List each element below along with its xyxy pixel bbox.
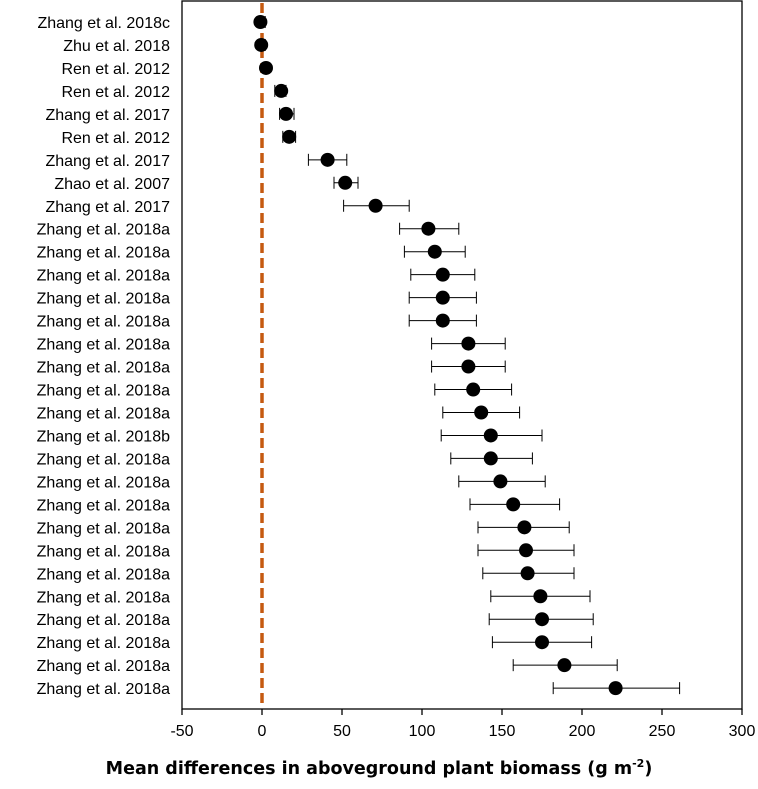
mean-point bbox=[535, 635, 549, 650]
mean-point bbox=[435, 290, 450, 305]
study-label: Zhang et al. 2018a bbox=[37, 612, 171, 629]
study-label: Zhang et al. 2018a bbox=[37, 658, 171, 675]
study-label: Zhang et al. 2018a bbox=[37, 543, 171, 560]
study-label: Zhang et al. 2018a bbox=[37, 405, 171, 422]
study-label: Zhu et al. 2018 bbox=[63, 38, 170, 55]
mean-point bbox=[519, 543, 533, 558]
error-bar-layer bbox=[256, 16, 681, 695]
mean-point bbox=[483, 428, 498, 443]
x-axis-title-superscript: -2 bbox=[632, 757, 645, 770]
study-label: Zhang et al. 2017 bbox=[45, 153, 170, 170]
mean-point bbox=[338, 175, 353, 190]
study-label: Zhao et al. 2007 bbox=[54, 176, 170, 193]
study-label: Zhang et al. 2018a bbox=[37, 222, 171, 239]
study-label: Zhang et al. 2018a bbox=[37, 291, 171, 308]
mean-point bbox=[493, 474, 508, 489]
mean-point bbox=[274, 83, 289, 98]
mean-point bbox=[461, 359, 476, 374]
x-tick-label: -50 bbox=[170, 723, 193, 740]
mean-point bbox=[282, 129, 297, 144]
x-tick-layer: -50 0 50 100 150 200 250 300 bbox=[170, 709, 755, 740]
x-tick-label: 300 bbox=[729, 723, 756, 740]
study-label: Zhang et al. 2018a bbox=[37, 337, 171, 354]
study-label: Ren et al. 2012 bbox=[61, 84, 170, 101]
mean-point bbox=[253, 15, 268, 29]
study-label: Zhang et al. 2018a bbox=[37, 520, 171, 537]
study-label: Zhang et al. 2018a bbox=[37, 383, 171, 400]
x-tick-label: 0 bbox=[258, 723, 267, 740]
study-label: Zhang et al. 2018a bbox=[37, 566, 171, 583]
x-tick-label: 250 bbox=[649, 723, 676, 740]
mean-point bbox=[474, 405, 489, 420]
study-label: Zhang et al. 2018a bbox=[37, 681, 171, 698]
mean-point bbox=[533, 589, 548, 604]
mean-point bbox=[466, 382, 481, 397]
x-tick-label: 100 bbox=[409, 723, 436, 740]
x-axis-title-suffix: ) bbox=[644, 758, 653, 779]
x-tick-label: 150 bbox=[489, 723, 516, 740]
mean-point bbox=[506, 497, 521, 512]
point-layer bbox=[253, 15, 623, 696]
mean-point bbox=[427, 244, 442, 259]
study-label: Zhang et al. 2018a bbox=[37, 245, 171, 262]
mean-point bbox=[279, 106, 293, 121]
study-label: Zhang et al. 2018a bbox=[37, 451, 171, 468]
study-label: Zhang et al. 2018a bbox=[37, 474, 171, 491]
mean-point bbox=[535, 612, 549, 627]
study-label: Zhang et al. 2018c bbox=[37, 15, 170, 32]
study-label: Zhang et al. 2018a bbox=[37, 268, 171, 285]
study-label: Ren et al. 2012 bbox=[61, 130, 170, 147]
plot-frame bbox=[181, 0, 743, 710]
mean-point bbox=[435, 313, 450, 328]
study-label: Zhang et al. 2018a bbox=[37, 635, 171, 652]
mean-point bbox=[557, 658, 572, 673]
mean-point bbox=[520, 566, 535, 581]
x-tick-label: 50 bbox=[333, 723, 351, 740]
study-label: Zhang et al. 2018a bbox=[37, 360, 171, 377]
mean-point bbox=[259, 60, 273, 75]
mean-point bbox=[435, 267, 450, 282]
study-label: Zhang et al. 2017 bbox=[45, 107, 170, 124]
mean-point bbox=[461, 336, 476, 351]
study-label: Zhang et al. 2018a bbox=[37, 314, 171, 331]
mean-point bbox=[517, 520, 532, 535]
mean-point bbox=[483, 451, 498, 466]
study-label-layer: Zhang et al. 2018c Zhu et al. 2018 Ren et … bbox=[37, 15, 171, 698]
study-label: Zhang et al. 2018b bbox=[37, 428, 171, 445]
mean-point bbox=[368, 198, 383, 213]
x-tick-label: 200 bbox=[569, 723, 596, 740]
study-label: Zhang et al. 2018a bbox=[37, 497, 171, 514]
x-axis-title-text: Mean differences in aboveground plant bi… bbox=[105, 758, 633, 779]
mean-point bbox=[254, 37, 269, 52]
study-label: Zhang et al. 2017 bbox=[45, 199, 170, 216]
mean-point bbox=[421, 221, 436, 236]
study-label: Zhang et al. 2018a bbox=[37, 589, 171, 606]
study-label: Ren et al. 2012 bbox=[61, 61, 170, 78]
x-axis-title: Mean differences in aboveground plant bi… bbox=[0, 757, 758, 779]
mean-point bbox=[320, 152, 335, 167]
mean-point bbox=[608, 681, 623, 696]
